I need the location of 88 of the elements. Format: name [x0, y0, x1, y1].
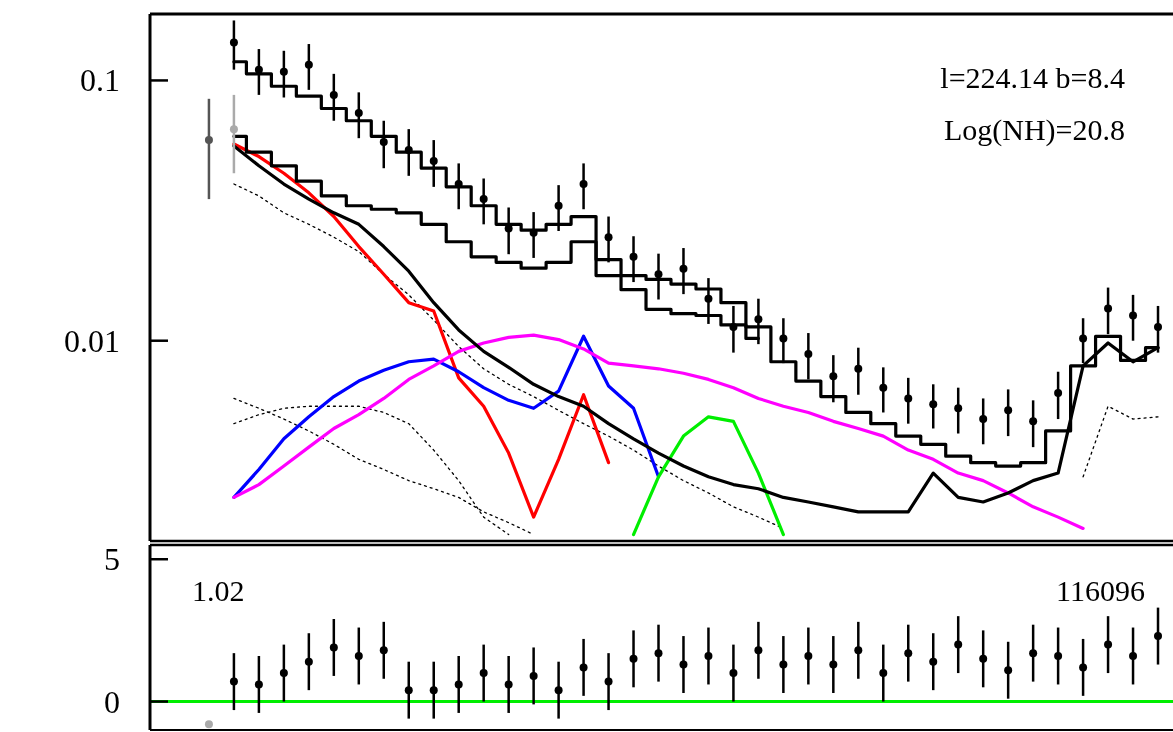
- point: [529, 671, 538, 680]
- point: [254, 65, 263, 74]
- point: [904, 649, 913, 658]
- point: [929, 657, 938, 666]
- point: [379, 646, 388, 655]
- point: [704, 652, 713, 660]
- point: [779, 334, 788, 343]
- line-series: [232, 333, 1085, 531]
- point: [679, 660, 688, 669]
- point: [904, 394, 913, 403]
- point: [729, 669, 738, 678]
- point: [504, 680, 513, 689]
- point: [1154, 632, 1163, 641]
- point: [829, 372, 838, 381]
- point: [854, 364, 863, 373]
- annotation: 1.02: [192, 574, 245, 607]
- annotation: 116096: [1056, 574, 1145, 607]
- point: [604, 233, 613, 242]
- point: [1029, 417, 1038, 426]
- point: [229, 38, 238, 47]
- point: [279, 669, 288, 678]
- point: [754, 315, 763, 324]
- point: [979, 415, 988, 424]
- point: [754, 646, 763, 655]
- point: [304, 657, 313, 666]
- point: [1154, 322, 1163, 331]
- point: [454, 680, 463, 689]
- point: [679, 264, 688, 273]
- point: [1054, 388, 1063, 397]
- point: [279, 67, 288, 76]
- point: [954, 640, 963, 649]
- point: [429, 686, 438, 695]
- annotation: l=224.14 b=8.4: [940, 61, 1125, 94]
- point: [554, 201, 563, 210]
- point: [1054, 652, 1063, 660]
- point: [629, 654, 638, 663]
- point: [1129, 652, 1138, 660]
- point: [1004, 666, 1013, 675]
- point: [929, 400, 938, 409]
- point: [304, 60, 313, 69]
- point: [979, 654, 988, 663]
- point: [404, 686, 413, 695]
- point: [229, 125, 238, 134]
- point: [204, 136, 213, 145]
- point: [429, 157, 438, 166]
- point: [854, 646, 863, 655]
- annotation: Log(NH)=20.8: [943, 113, 1125, 147]
- point: [354, 652, 363, 660]
- point: [254, 680, 263, 689]
- point: [1104, 304, 1113, 313]
- point: [579, 180, 588, 189]
- line-series: [1082, 405, 1159, 478]
- point: [1079, 334, 1088, 343]
- line-series: [232, 142, 611, 519]
- point: [354, 108, 363, 117]
- point: [804, 652, 813, 660]
- point: [879, 669, 888, 678]
- point: [329, 643, 338, 652]
- point: [479, 669, 488, 678]
- point: [704, 294, 713, 303]
- y-tick-label: 0.1: [80, 62, 120, 99]
- point: [629, 252, 638, 261]
- y-tick-label: 0: [104, 683, 120, 720]
- line-series: [631, 415, 785, 537]
- point: [479, 195, 488, 204]
- point: [729, 322, 738, 331]
- point: [954, 404, 963, 413]
- point: [554, 686, 563, 695]
- point: [579, 663, 588, 672]
- point: [1029, 649, 1038, 658]
- point: [654, 649, 663, 658]
- y-tick-label: 5: [104, 541, 120, 578]
- point: [829, 660, 838, 669]
- point: [1104, 640, 1113, 649]
- point: [604, 677, 613, 686]
- point: [1079, 663, 1088, 672]
- y-tick-label: 0.01: [64, 322, 120, 359]
- point: [779, 660, 788, 669]
- point: [804, 349, 813, 358]
- point: [879, 383, 888, 392]
- point: [1129, 311, 1138, 320]
- point: [329, 90, 338, 99]
- point: [204, 720, 213, 729]
- point: [229, 677, 238, 686]
- point: [654, 270, 663, 279]
- point: [1004, 406, 1013, 415]
- point: [379, 138, 388, 147]
- point: [404, 146, 413, 155]
